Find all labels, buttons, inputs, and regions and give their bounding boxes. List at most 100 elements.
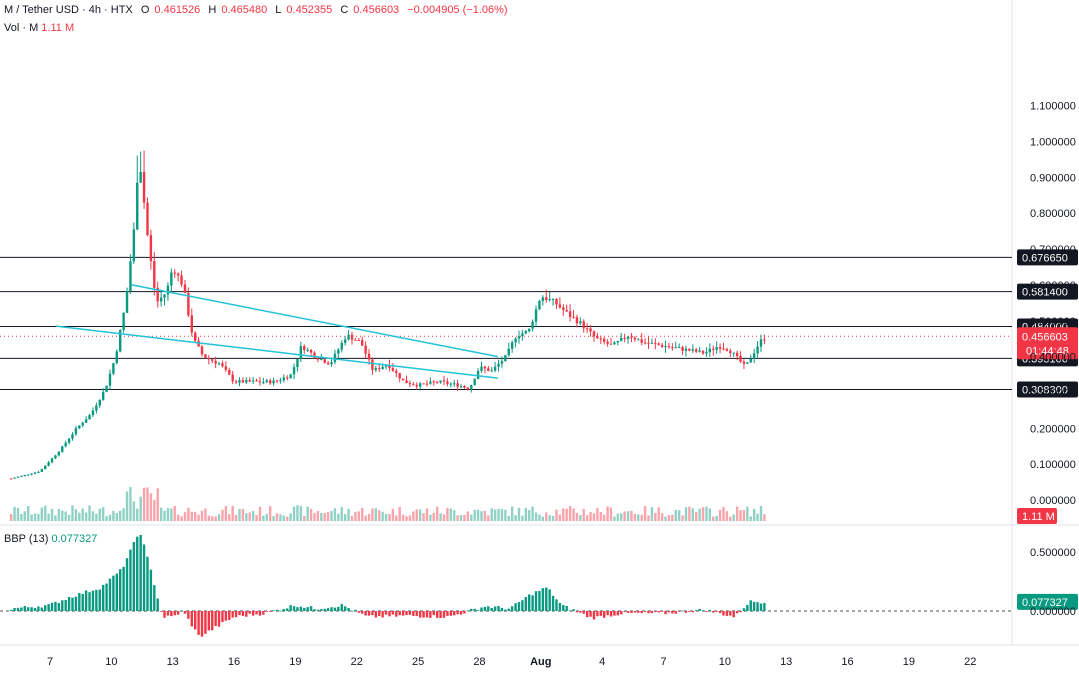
volume-bar	[432, 512, 435, 521]
bbp-bar	[487, 606, 490, 611]
bbp-value: 0.077327	[51, 533, 98, 545]
volume-bar	[316, 510, 320, 521]
volume-bar	[13, 506, 16, 521]
bbp-bar	[146, 556, 149, 611]
volume-bar	[303, 515, 306, 521]
bbp-bar	[204, 611, 207, 634]
candle-body	[101, 391, 105, 400]
price-tick-label: 0.200000	[1030, 423, 1076, 435]
volume-bar	[337, 513, 340, 521]
bbp-bar	[439, 611, 442, 619]
volume-bar	[528, 509, 531, 521]
candle-body	[568, 311, 572, 317]
bbp-bar	[735, 611, 739, 614]
bbp-bar	[190, 611, 193, 627]
candle-body	[442, 380, 446, 382]
volume-bar	[190, 511, 193, 521]
volume-bar	[592, 513, 596, 521]
bbp-bar	[95, 589, 98, 611]
candle-body	[691, 349, 695, 351]
candle-body	[313, 352, 316, 358]
volume-bar	[650, 507, 654, 521]
bbp-tag-label: 0.077327	[1022, 597, 1068, 609]
candle-body	[95, 405, 98, 411]
bbp-bar	[623, 611, 626, 612]
bbp-bar	[715, 611, 718, 612]
bbp-bar	[187, 611, 190, 619]
volume-bar	[364, 515, 367, 521]
candle-body	[473, 378, 476, 386]
volume-legend[interactable]: Vol · M 1.11 M	[4, 22, 74, 34]
bbp-bar	[26, 607, 30, 611]
candle-body	[609, 343, 613, 345]
bbp-bar	[493, 606, 497, 611]
volume-bar	[183, 512, 187, 521]
candle-body	[483, 366, 487, 369]
volume-bar	[671, 514, 674, 521]
bbp-bar	[599, 611, 602, 616]
volume-bar	[623, 511, 626, 521]
volume-bar	[26, 505, 30, 521]
candle-body	[599, 338, 602, 340]
volume-bar	[371, 508, 374, 521]
volume-bar	[231, 505, 234, 521]
volume-bar	[170, 508, 173, 521]
bbp-bar	[81, 593, 84, 611]
volume-bar	[521, 515, 524, 521]
bbp-bar	[139, 534, 142, 611]
candle-body	[626, 336, 630, 339]
volume-bar	[657, 507, 660, 521]
volume-bar	[234, 514, 238, 521]
volume-bar	[555, 509, 558, 521]
volume-bar	[664, 516, 667, 521]
candle-body	[602, 338, 606, 342]
bbp-bar	[517, 602, 521, 611]
volume-bar	[524, 507, 528, 521]
candle-body	[258, 381, 262, 383]
candle-body	[654, 342, 657, 344]
candle-body	[531, 321, 534, 329]
volume-bar	[596, 508, 599, 521]
low-value: 0.452355	[286, 4, 333, 16]
volume-bar	[688, 506, 691, 521]
candle-body	[521, 333, 524, 337]
bbp-bar	[231, 611, 234, 618]
bbp-bar	[255, 611, 258, 615]
candle-body	[575, 317, 579, 324]
candle-body	[684, 348, 688, 351]
candle-body	[316, 357, 320, 360]
volume-bar	[16, 507, 20, 521]
volume-bar	[272, 516, 275, 521]
bbp-bar	[453, 611, 456, 616]
candle-body	[507, 348, 510, 356]
bbp-bar	[166, 611, 170, 616]
candle-body	[425, 383, 429, 385]
volume-bar	[558, 514, 562, 521]
volume-bar	[289, 513, 292, 521]
volume-bar	[725, 511, 729, 521]
bbp-bar	[289, 605, 292, 611]
bbp-bar	[303, 607, 306, 611]
candle-body	[245, 380, 248, 383]
candle-body	[541, 297, 545, 301]
candle-body	[565, 309, 568, 312]
bbp-bar	[251, 611, 255, 616]
bbp-bar	[142, 544, 146, 611]
volume-bar	[763, 514, 766, 521]
candle-body	[33, 472, 37, 474]
bbp-bar	[637, 611, 640, 613]
candle-body	[695, 349, 698, 352]
volume-bar	[480, 511, 483, 521]
bbp-bar	[568, 610, 572, 612]
volume-bar	[759, 506, 763, 521]
candle-body	[596, 336, 599, 339]
current-price-label: 0.456603	[1022, 331, 1068, 343]
bbp-bar	[579, 611, 582, 613]
symbol-title[interactable]: M / Tether USD · 4h · HTX	[4, 4, 133, 16]
bbp-legend[interactable]: BBP (13) 0.077327	[4, 533, 97, 545]
candle-body	[112, 363, 115, 374]
volume-bar	[101, 507, 105, 521]
volume-bar	[575, 512, 579, 521]
bbp-bar	[357, 611, 360, 613]
